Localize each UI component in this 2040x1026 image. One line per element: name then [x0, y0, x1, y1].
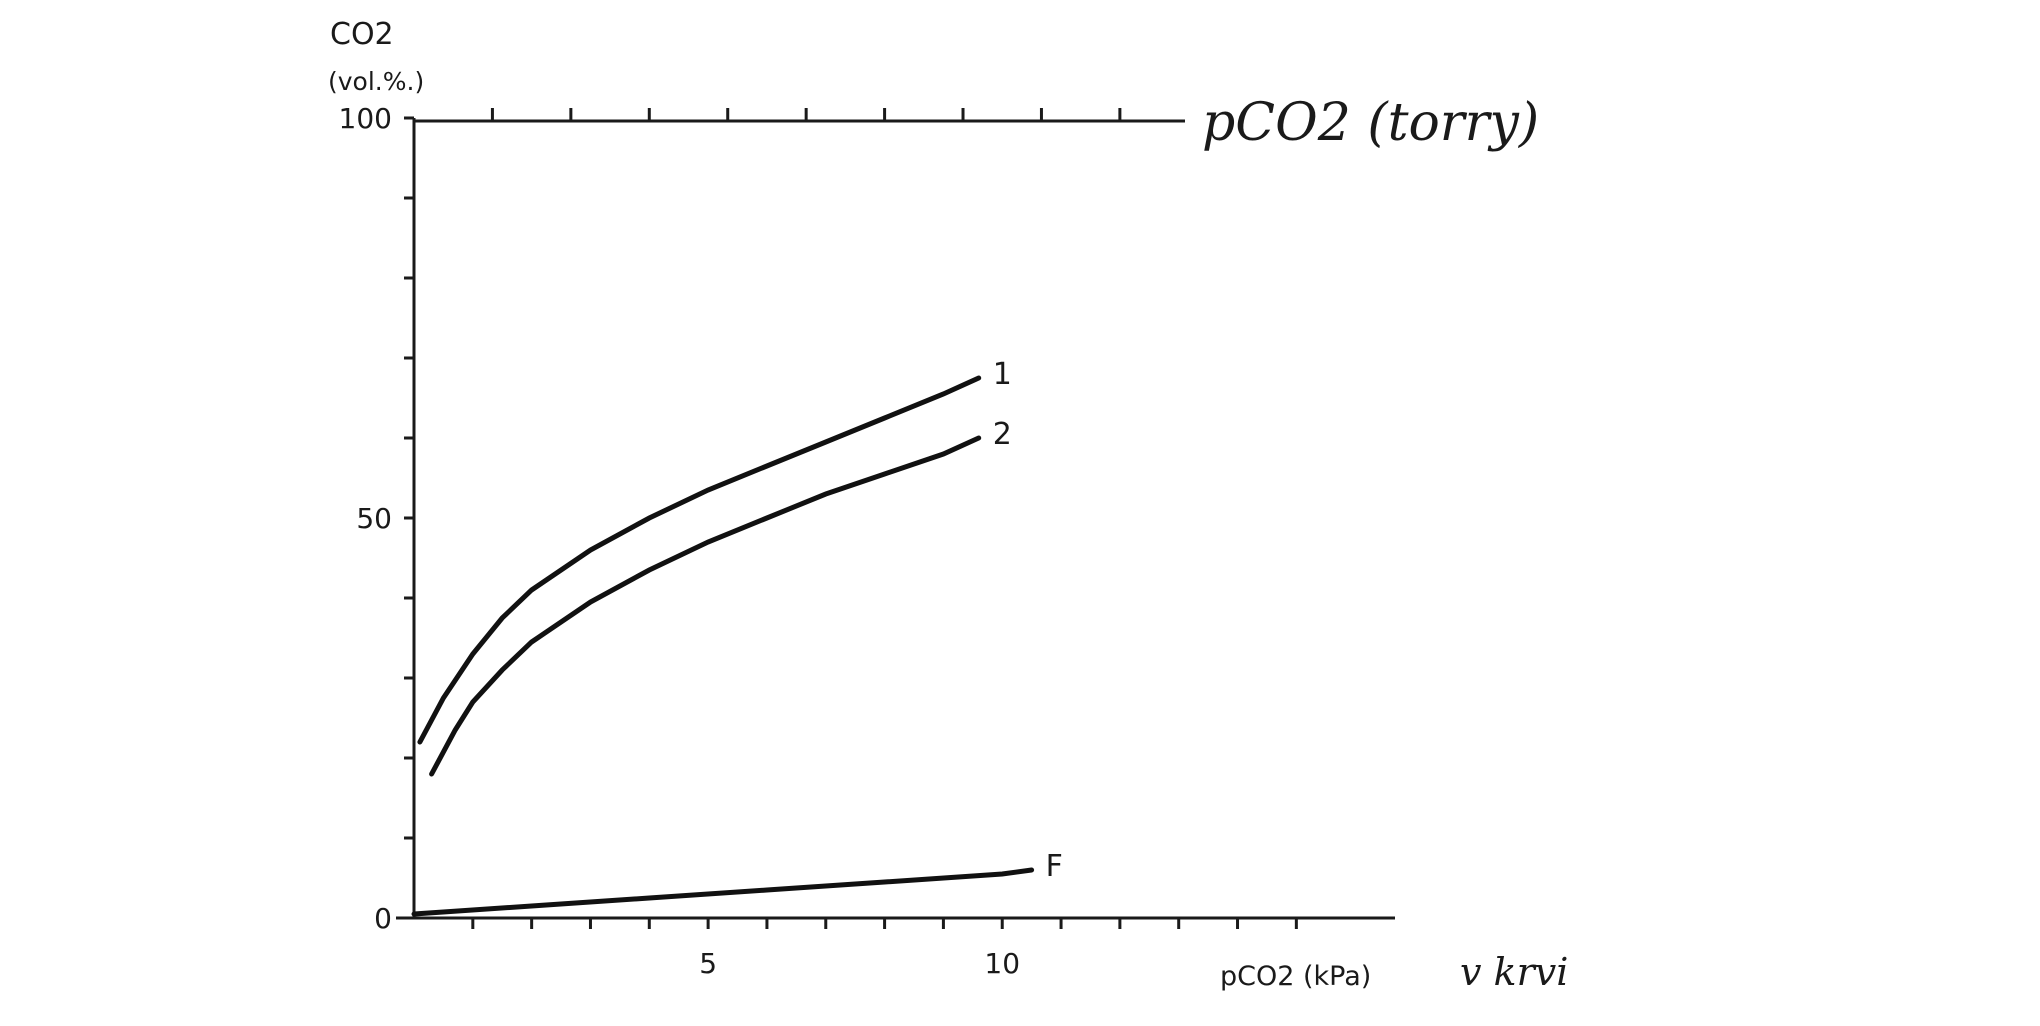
y-tick-label-0: 0 — [374, 902, 392, 935]
series-label-1: 1 — [993, 357, 1012, 392]
top-axis-label: pCO2 (torry) — [1202, 93, 1539, 153]
x-tick-label-5: 5 — [699, 947, 717, 980]
y-tick-label-50: 50 — [356, 502, 392, 535]
x-tick-label-10: 10 — [984, 947, 1020, 980]
y-tick-label-100: 100 — [339, 102, 392, 135]
series-line-2 — [429, 435, 982, 777]
series-line-1 — [417, 375, 982, 745]
series-line-F — [411, 867, 1035, 917]
x-axis-label: pCO2 (kPa) — [1220, 961, 1371, 992]
series-layer — [411, 375, 1035, 917]
y-axis-label: CO2 — [330, 17, 394, 52]
x-axis-note: v krvi — [1460, 950, 1568, 994]
top-axis-ticks — [490, 108, 1122, 121]
x-axis-ticks: 5 10 — [471, 918, 1298, 980]
series-label-2: 2 — [993, 417, 1012, 452]
y-axis-ticks: 0 50 100 — [339, 102, 414, 935]
series-labels: 1 2 F — [993, 357, 1063, 884]
series-label-F: F — [1046, 849, 1063, 884]
axes — [396, 118, 1395, 920]
y-axis-unit-label: (vol.%.) — [328, 67, 424, 96]
